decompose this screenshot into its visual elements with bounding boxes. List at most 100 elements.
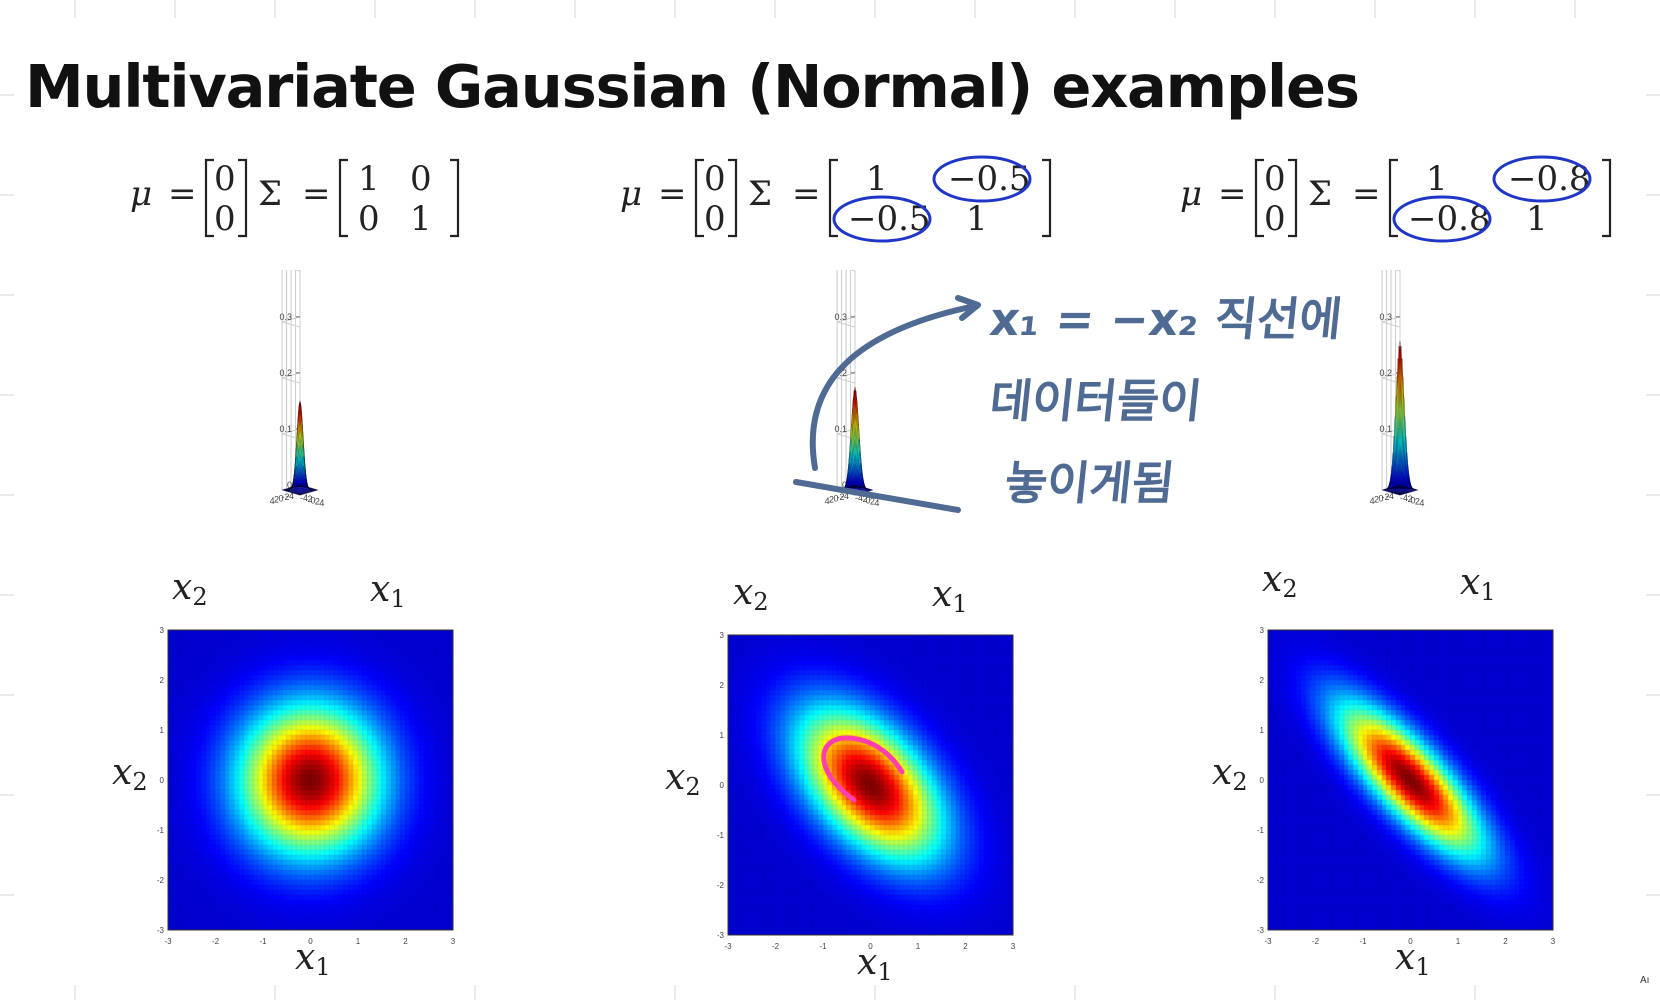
heatmap-x-tick-label: 2	[1503, 937, 1508, 946]
mu-symbol: μ	[1180, 174, 1202, 214]
circle-mark	[832, 195, 932, 243]
formula-1: μ = 0 0 Σ = 1 0 0 1	[130, 150, 650, 260]
heatmap-y-tick-label: 1	[160, 726, 165, 735]
heatmap-x-tick-label: 1	[1456, 937, 1461, 946]
heatmap-x-tick-label: 2	[403, 937, 408, 946]
y-tick-label: -4	[1386, 491, 1394, 501]
z-tick-label: 0.1	[1379, 424, 1392, 434]
sigma-entry-0-0: 1	[866, 159, 888, 199]
heatmap-x-tick-label: 3	[451, 937, 456, 946]
heatmap-x-tick-label: -3	[164, 937, 172, 946]
heatmap-y-tick-label: -3	[1257, 926, 1265, 935]
x-tick-label: 0	[310, 495, 315, 505]
formula-2: μ = 0 0 Σ = 1 −0.5 −0.5 1	[620, 150, 1140, 260]
mu-entry-1: 0	[704, 199, 726, 239]
surface-mesh	[1381, 341, 1419, 496]
equals-sign: =	[792, 174, 821, 214]
x-tick-label: -2	[304, 494, 312, 504]
heatmap-axes-2: -3 -3 -2 -2 -1 -1 0 0 1 1 2 2 3 3	[717, 631, 1016, 951]
heatmap-x-tick-label: -1	[819, 942, 827, 951]
heatmap-y-tick-label: -2	[717, 881, 725, 890]
circle-mark	[1392, 195, 1492, 243]
circle-mark	[1492, 155, 1592, 203]
note-line-2: 데이터들이	[987, 374, 1205, 428]
y-tick-label: -4	[286, 491, 294, 501]
note-line-1: x₁ = −x₂ 직선에	[987, 292, 1345, 346]
x-tick-label: 4	[1419, 498, 1424, 508]
sigma-symbol: Σ	[258, 174, 282, 214]
z-tick-label: 0.2	[1379, 368, 1392, 378]
sigma-entry-0-1: −0.8	[1508, 159, 1591, 199]
sigma-entry-0-0: 1	[358, 159, 380, 199]
heatmap-x-tick-label: 3	[1011, 942, 1016, 951]
sigma-entry-0-1: −0.5	[948, 159, 1031, 199]
heatmap-x-tick-label: -3	[724, 942, 732, 951]
heatmap-y-tick-label: 2	[720, 681, 725, 690]
y-tick-label: 2	[1374, 495, 1379, 505]
formula-svg: μ = 00Σ = 1 −0.8−0.8 1	[1180, 155, 1612, 243]
heatmap-x-tick-label: 2	[963, 942, 968, 951]
surface-2-x2-label: x2	[733, 572, 769, 616]
y-tick-label: 4	[270, 496, 275, 506]
heatmap-axes-3: -3 -3 -2 -2 -1 -1 0 0 1 1 2 2 3 3	[1257, 626, 1556, 946]
heatmap-2-x2-label: x2	[665, 757, 701, 801]
surface-3-x1-label: x1	[1460, 562, 1496, 606]
z-tick-label: 0.2	[279, 368, 292, 378]
x-tick-label: 2	[1415, 497, 1420, 507]
z-tick-label: 0.2	[834, 368, 847, 378]
x-tick-label: -4	[300, 493, 308, 503]
sigma-entry-1-1: 1	[966, 199, 988, 239]
z-tick-label: 0.3	[1379, 312, 1392, 322]
heatmap-y-tick-label: 3	[1260, 626, 1265, 635]
heatmap-y-tick-label: 0	[160, 776, 165, 785]
heatmap-x-tick-label: 3	[1551, 937, 1556, 946]
heatmap-y-tick-label: 0	[720, 781, 725, 790]
heatmap-3-x1-label: x1	[1395, 937, 1431, 981]
z-tick-label: 0	[287, 480, 292, 490]
equals-sign: =	[168, 174, 197, 214]
x-tick-label: 0	[1410, 495, 1415, 505]
equals-sign: =	[658, 174, 687, 214]
heatmap-y-tick-label: 2	[160, 676, 165, 685]
heatmap-y-tick-label: 1	[720, 731, 725, 740]
y-tick-label: -2	[282, 492, 290, 502]
heatmap-y-tick-label: 0	[1260, 776, 1265, 785]
note-line-3: 놓이게됨	[1002, 456, 1178, 510]
sigma-entry-1-0: −0.5	[848, 199, 931, 239]
heatmap-1-x1-label: x1	[295, 937, 331, 981]
mu-entry-1: 0	[214, 199, 236, 239]
z-tick-label: 0.3	[279, 312, 292, 322]
heatmap-x-tick-label: -3	[1264, 937, 1272, 946]
heatmap-y-tick-label: -2	[1257, 876, 1265, 885]
heatmap-y-tick-label: 3	[160, 626, 165, 635]
z-tick-label: 0.1	[279, 424, 292, 434]
surface-1-x2-label: x2	[172, 567, 208, 611]
surface-3-x2-label: x2	[1262, 559, 1298, 603]
slide-title: Multivariate Gaussian (Normal) examples	[25, 52, 1360, 121]
heatmap-x-tick-label: 0	[308, 937, 313, 946]
sigma-entry-1-1: 1	[1526, 199, 1548, 239]
formula-svg: μ = 00Σ = 1 00 1	[130, 158, 460, 239]
sigma-entry-0-0: 1	[1426, 159, 1448, 199]
circle-mark	[932, 155, 1032, 203]
y-tick-label: 0	[1379, 493, 1384, 503]
mu-entry-0: 0	[1264, 159, 1286, 199]
heatmap-y-tick-label: -3	[157, 926, 165, 935]
equals-sign: =	[302, 174, 331, 214]
heatmap-x-tick-label: -1	[1359, 937, 1367, 946]
heatmap-3	[1268, 630, 1553, 930]
sigma-entry-1-0: −0.8	[1408, 199, 1491, 239]
heatmap-axes-1: -3 -3 -2 -2 -1 -1 0 0 1 1 2 2 3 3	[157, 626, 456, 946]
x-tick-label: -2	[1404, 494, 1412, 504]
heatmap-y-tick-label: -2	[157, 876, 165, 885]
heatmap-x-tick-label: 0	[1408, 937, 1413, 946]
x-tick-label: 2	[315, 497, 320, 507]
surface-mesh	[281, 400, 319, 496]
equals-sign: =	[1352, 174, 1381, 214]
x-tick-label: -4	[1400, 493, 1408, 503]
mu-entry-1: 0	[1264, 199, 1286, 239]
corner-mark: Aı	[1640, 975, 1650, 986]
sigma-entry-1-0: 0	[358, 199, 380, 239]
